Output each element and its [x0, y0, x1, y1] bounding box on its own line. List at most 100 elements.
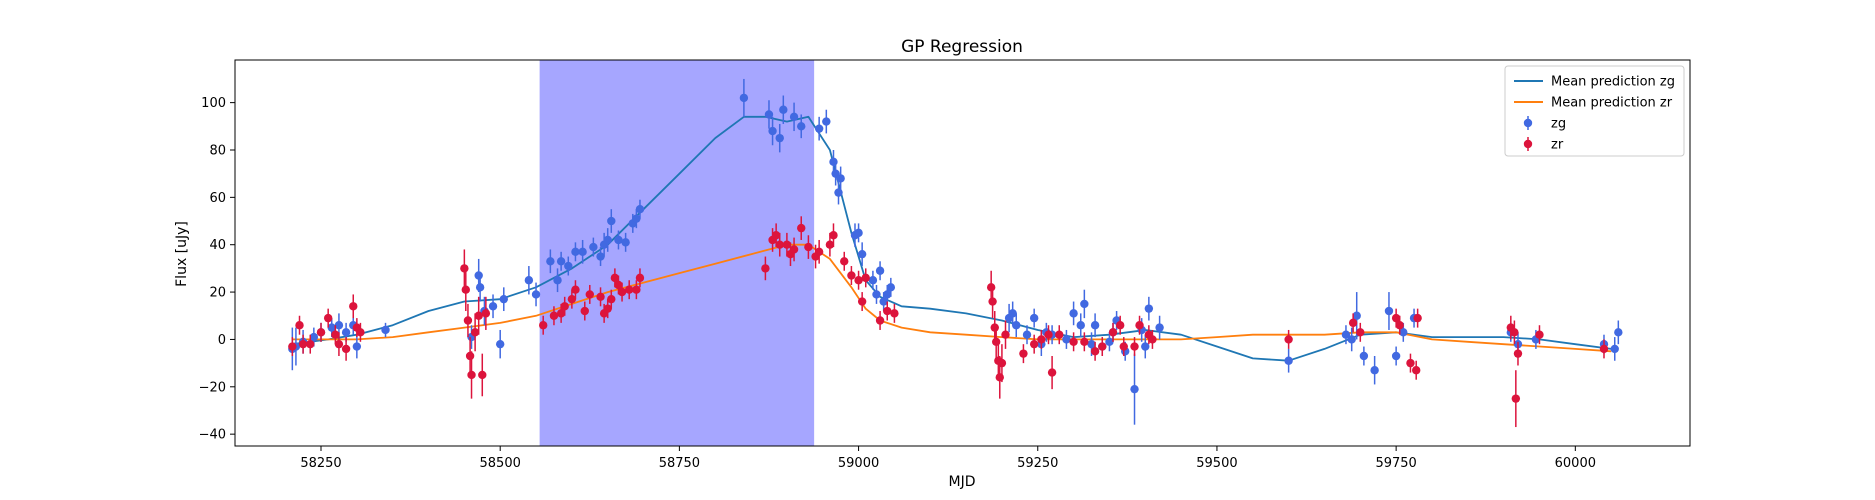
data-point [797, 122, 806, 131]
data-point [1614, 328, 1623, 337]
data-point [461, 285, 470, 294]
y-tick-label: 60 [209, 191, 226, 206]
data-point [814, 247, 824, 257]
data-point [779, 105, 788, 114]
data-point [580, 306, 589, 316]
data-point [782, 240, 792, 249]
data-point [1119, 342, 1128, 351]
legend-box [1504, 65, 1685, 157]
data-point [481, 309, 491, 318]
x-axis-label: MJD [949, 474, 976, 490]
legend: Mean prediction zg Mean prediction zr zg zr [1504, 65, 1685, 157]
data-point [309, 332, 319, 342]
data-point [635, 273, 645, 283]
data-point [1105, 337, 1114, 347]
plot-area [288, 60, 1623, 446]
data-point [625, 285, 634, 294]
data-point [1155, 323, 1164, 332]
data-point [1359, 351, 1369, 361]
y-tick-label: 20 [209, 286, 226, 301]
data-point [632, 285, 641, 294]
mean-line [292, 115, 1612, 362]
data-point [524, 276, 534, 285]
data-point [1001, 330, 1010, 339]
data-point [857, 297, 867, 306]
data-point [585, 290, 594, 299]
data-point [879, 297, 888, 306]
data-point [1535, 330, 1544, 339]
data-point [596, 292, 605, 302]
data-point [470, 328, 480, 337]
legend-label: Mean prediction zg [1551, 75, 1675, 90]
data-point [614, 235, 623, 245]
data-point [341, 344, 351, 354]
data-point [607, 216, 616, 226]
data-point [621, 238, 630, 247]
data-point [768, 126, 777, 136]
data-point [1022, 330, 1032, 339]
data-point [617, 287, 627, 297]
data-point [789, 245, 799, 254]
data-point [1090, 347, 1100, 356]
data-point [804, 242, 813, 252]
data-point [1352, 311, 1361, 320]
legend-swatch [1523, 139, 1533, 149]
data-point [549, 311, 559, 320]
x-tick-label: 58750 [659, 456, 700, 471]
series-zr [288, 216, 1609, 428]
data-point [539, 321, 548, 330]
axis-ticks: 58250 58500 58750 59000 59250 59500 59750 60000… [199, 96, 1596, 471]
data-point [771, 231, 781, 240]
data-point [635, 204, 645, 214]
data-point [556, 257, 566, 266]
data-point [1144, 304, 1154, 313]
data-point [463, 316, 473, 325]
data-point [352, 342, 362, 351]
data-point [356, 328, 365, 337]
data-point [1080, 299, 1089, 309]
data-point [349, 302, 358, 311]
data-point [571, 247, 580, 257]
x-tick-label: 59000 [838, 456, 879, 471]
chart-title: GP Regression [901, 37, 1023, 57]
data-point [836, 174, 845, 183]
data-point [1141, 342, 1150, 351]
data-point [1406, 358, 1415, 368]
data-point [829, 231, 838, 240]
data-point [1356, 328, 1365, 337]
data-point [764, 110, 774, 119]
legend-item: Mean prediction zr [1514, 96, 1673, 111]
legend-swatch [1523, 118, 1533, 128]
data-point [632, 214, 641, 223]
data-point [1108, 328, 1118, 337]
data-point [553, 276, 562, 285]
data-point [1510, 328, 1519, 337]
data-point [614, 280, 623, 290]
data-point [829, 157, 838, 167]
data-point [381, 325, 390, 335]
data-point [1037, 335, 1046, 344]
data-point [886, 283, 896, 292]
data-point [814, 124, 824, 133]
x-tick-label: 60000 [1555, 456, 1596, 471]
x-tick-label: 59500 [1196, 456, 1237, 471]
data-point [1069, 309, 1078, 318]
data-point [531, 290, 541, 299]
data-point [1384, 306, 1394, 316]
data-point [1080, 337, 1089, 347]
data-point [1012, 321, 1021, 330]
x-tick-label: 59750 [1375, 456, 1416, 471]
data-point [467, 370, 476, 380]
data-point [1513, 349, 1523, 358]
data-point [295, 321, 304, 330]
data-point [460, 264, 469, 273]
data-point [564, 261, 573, 271]
data-point [775, 240, 784, 249]
data-point [607, 294, 616, 304]
data-point [1399, 328, 1408, 337]
data-point [341, 328, 351, 337]
data-point [610, 273, 620, 283]
data-point [488, 302, 498, 311]
legend-label: zg [1551, 117, 1566, 132]
data-point [875, 316, 885, 325]
